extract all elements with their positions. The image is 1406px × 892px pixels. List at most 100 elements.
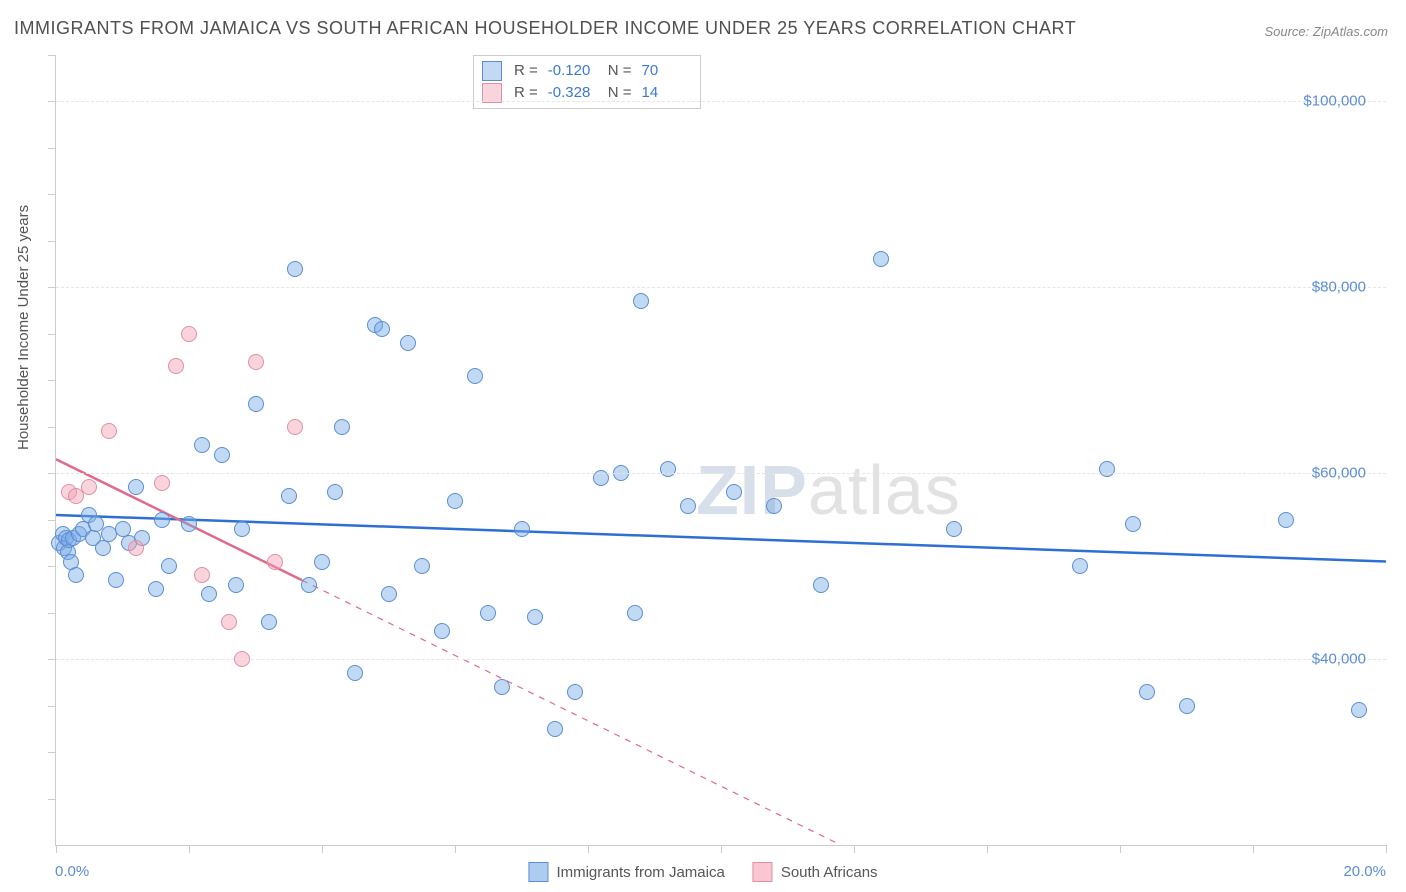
legend-swatch-jamaica <box>528 862 548 882</box>
point-jamaica <box>627 605 643 621</box>
y-tick-label: $80,000 <box>1312 279 1366 296</box>
legend-item-jamaica: Immigrants from Jamaica <box>528 862 724 882</box>
y-tick <box>48 613 56 614</box>
x-axis-max-label: 20.0% <box>1343 863 1386 880</box>
x-axis-min-label: 0.0% <box>55 863 89 880</box>
point-jamaica <box>1125 516 1141 532</box>
x-tick <box>1120 845 1121 853</box>
point-jamaica <box>527 609 543 625</box>
point-jamaica <box>248 396 264 412</box>
grid-line <box>56 287 1386 288</box>
point-jamaica <box>327 484 343 500</box>
x-tick <box>189 845 190 853</box>
point-jamaica <box>95 540 111 556</box>
point-jamaica <box>633 293 649 309</box>
point-jamaica <box>400 335 416 351</box>
point-jamaica <box>1139 684 1155 700</box>
point-jamaica <box>447 493 463 509</box>
point-jamaica <box>281 488 297 504</box>
point-southafrica <box>181 326 197 342</box>
y-tick <box>48 287 56 288</box>
point-jamaica <box>334 419 350 435</box>
chart-container: IMMIGRANTS FROM JAMAICA VS SOUTH AFRICAN… <box>0 0 1406 892</box>
point-jamaica <box>1179 698 1195 714</box>
x-tick <box>987 845 988 853</box>
series-legend: Immigrants from Jamaica South Africans <box>528 862 877 882</box>
grid-line <box>56 659 1386 660</box>
point-jamaica <box>680 498 696 514</box>
y-tick <box>48 334 56 335</box>
point-jamaica <box>68 567 84 583</box>
point-jamaica <box>514 521 530 537</box>
point-southafrica <box>128 540 144 556</box>
scatter-points-layer <box>56 55 1386 845</box>
source-attribution: Source: ZipAtlas.com <box>1264 24 1388 39</box>
y-tick <box>48 473 56 474</box>
y-tick <box>48 659 56 660</box>
point-jamaica <box>128 479 144 495</box>
legend-label-jamaica: Immigrants from Jamaica <box>556 864 724 881</box>
chart-title: IMMIGRANTS FROM JAMAICA VS SOUTH AFRICAN… <box>14 18 1076 39</box>
y-axis-label: Householder Income Under 25 years <box>15 205 32 450</box>
point-jamaica <box>214 447 230 463</box>
y-tick <box>48 380 56 381</box>
point-southafrica <box>221 614 237 630</box>
point-jamaica <box>347 665 363 681</box>
point-jamaica <box>1072 558 1088 574</box>
point-jamaica <box>494 679 510 695</box>
point-jamaica <box>161 558 177 574</box>
point-jamaica <box>181 516 197 532</box>
point-jamaica <box>154 512 170 528</box>
grid-line <box>56 101 1386 102</box>
point-jamaica <box>1278 512 1294 528</box>
y-tick <box>48 194 56 195</box>
y-tick <box>48 427 56 428</box>
y-tick <box>48 148 56 149</box>
y-tick <box>48 520 56 521</box>
y-tick-label: $100,000 <box>1303 93 1366 110</box>
point-jamaica <box>547 721 563 737</box>
x-tick <box>854 845 855 853</box>
y-tick <box>48 241 56 242</box>
point-jamaica <box>228 577 244 593</box>
point-southafrica <box>248 354 264 370</box>
point-jamaica <box>946 521 962 537</box>
point-southafrica <box>194 567 210 583</box>
point-jamaica <box>414 558 430 574</box>
point-southafrica <box>81 479 97 495</box>
x-tick <box>322 845 323 853</box>
point-southafrica <box>154 475 170 491</box>
point-jamaica <box>726 484 742 500</box>
point-jamaica <box>108 572 124 588</box>
point-southafrica <box>287 419 303 435</box>
grid-line <box>56 473 1386 474</box>
y-tick-label: $60,000 <box>1312 465 1366 482</box>
y-tick <box>48 55 56 56</box>
y-tick <box>48 799 56 800</box>
point-jamaica <box>314 554 330 570</box>
point-jamaica <box>201 586 217 602</box>
plot-area: ZIPatlas R = -0.120 N = 70 R = -0.328 N … <box>55 55 1386 846</box>
point-jamaica <box>766 498 782 514</box>
y-tick <box>48 706 56 707</box>
point-jamaica <box>813 577 829 593</box>
y-tick <box>48 101 56 102</box>
point-jamaica <box>434 623 450 639</box>
x-tick <box>721 845 722 853</box>
point-jamaica <box>873 251 889 267</box>
point-jamaica <box>467 368 483 384</box>
point-jamaica <box>261 614 277 630</box>
point-jamaica <box>374 321 390 337</box>
point-jamaica <box>234 521 250 537</box>
x-tick <box>455 845 456 853</box>
x-tick <box>588 845 589 853</box>
x-tick <box>1253 845 1254 853</box>
point-jamaica <box>567 684 583 700</box>
y-tick <box>48 566 56 567</box>
legend-swatch-southafrica <box>753 862 773 882</box>
legend-item-southafrica: South Africans <box>753 862 878 882</box>
x-tick <box>1386 845 1387 853</box>
point-southafrica <box>267 554 283 570</box>
y-tick <box>48 752 56 753</box>
point-jamaica <box>1351 702 1367 718</box>
